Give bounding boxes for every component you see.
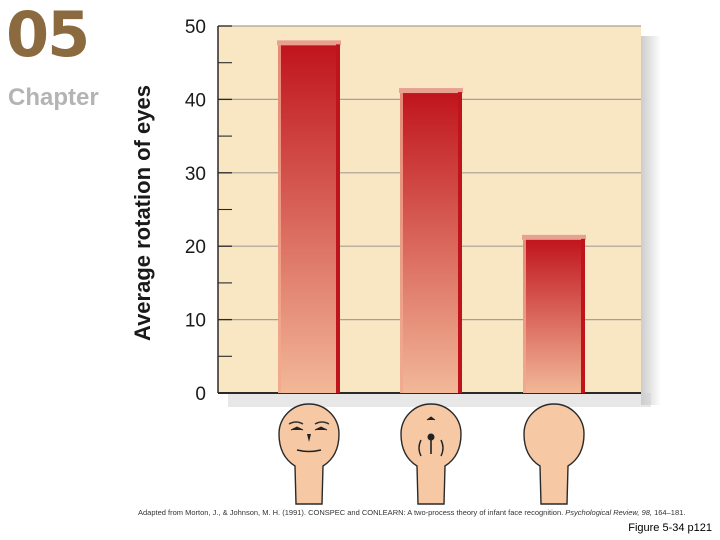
bar-right-edge [581,238,585,393]
bar-left-edge [278,44,281,393]
bar-fill [278,44,340,393]
y-tick-label: 0 [195,384,206,405]
right-eye [314,426,328,431]
chapter-label: Chapter [8,84,99,111]
ticks-layer: 0 10 20 30 40 50 [185,17,232,405]
bar-fill [400,92,462,393]
bar-1 [277,40,341,393]
bar-top-highlight [399,88,463,94]
y-axis-label: Average rotation of eyes [130,85,155,341]
bar-right-edge [336,44,340,393]
bar-3 [522,234,586,393]
mouth [296,449,322,453]
face-stimulus-3 [523,403,585,505]
bar-top-highlight [522,234,586,240]
faces-layer [278,403,585,505]
bar-right-edge [458,92,462,393]
face-stimulus-1 [278,403,340,505]
nose [307,434,311,442]
chapter-number: 05 [6,0,90,71]
left-brow [288,421,304,425]
right-bracket [440,439,444,457]
citation-journal: Psychological Review, 98, [565,508,652,517]
left-bracket [418,439,422,457]
head-outline [400,403,462,505]
head-outline [523,403,585,505]
plot-shadow-bottom [228,393,651,407]
left-eye [290,426,304,431]
eye-top [426,416,436,421]
right-brow [314,421,330,425]
citation-pages: 164–181. [652,508,686,517]
bar-fill [523,238,585,393]
y-tick-label: 40 [185,90,206,111]
eye-center [427,433,435,441]
citation-prefix: Adapted from Morton, J., & Johnson, M. H… [138,508,566,517]
figure-reference: Figure 5-34 p121 [628,522,712,534]
bar-left-edge [523,238,526,393]
bar-top-highlight [277,40,341,46]
bars-layer [277,40,586,393]
y-tick-label: 10 [185,311,206,332]
chapter-badge: 05 Chapter [6,0,116,111]
head-outline [278,403,340,505]
y-tick-label: 20 [185,237,206,258]
face-stimulus-2 [400,403,462,505]
bar-left-edge [400,92,403,393]
plot-shadow-right [641,36,661,405]
y-tick-label: 30 [185,164,206,185]
citation: Adapted from Morton, J., & Johnson, M. H… [138,508,685,517]
bar-2 [399,88,463,393]
y-tick-label: 50 [185,17,206,38]
